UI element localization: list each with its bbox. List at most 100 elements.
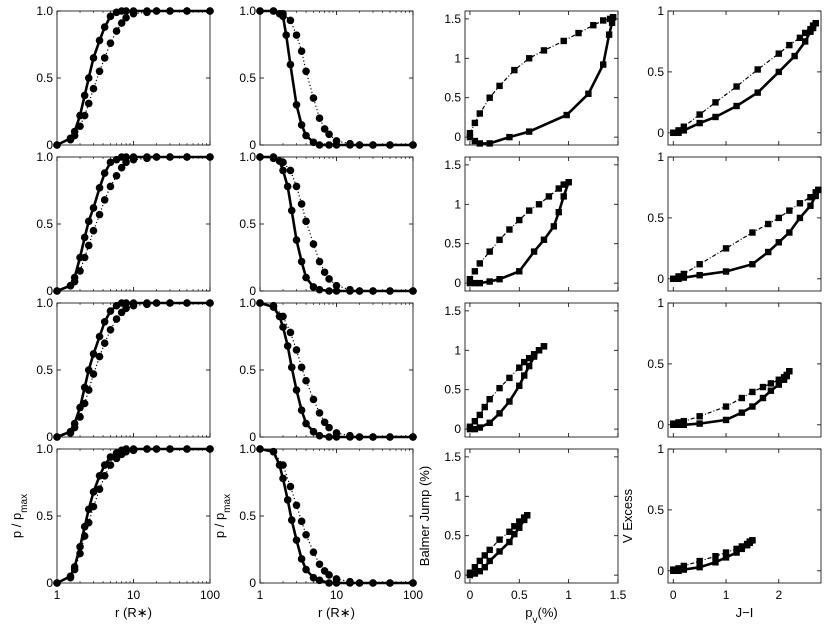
data-point [516,268,523,275]
subplot-r1-c1: 0 0.5 1.0 [239,150,417,298]
data-point [481,564,488,571]
data-point [279,158,287,167]
data-point [325,423,333,432]
data-point [206,445,214,453]
data-point [152,445,161,453]
x-tick-label: 1 [723,588,730,602]
y-tick-label: 0 [454,422,461,436]
data-point [66,429,75,437]
data-point [152,153,161,161]
data-point [749,261,756,268]
data-point [386,433,394,441]
data-point [496,236,503,243]
data-point [696,261,703,268]
data-point [511,530,518,538]
data-point [302,67,310,76]
data-point [269,7,278,15]
data-point [287,363,296,372]
data-point [112,315,121,323]
y-tick-label: 1.0 [239,296,256,310]
data-point [511,523,518,530]
data-point [309,138,318,147]
data-point [286,16,295,25]
y-tick-label: 0 [46,284,53,298]
data-point [555,185,562,192]
x-tick-label: 2 [775,588,782,602]
data-point [733,545,740,553]
data-point [129,301,138,310]
series-line-solid [673,370,791,427]
data-point [560,181,567,188]
data-point [283,342,292,350]
data-point [89,370,98,378]
axes-frame [667,10,822,146]
series-line-solid [260,155,413,293]
data-point [476,567,484,575]
data-point [302,217,310,226]
data-point [815,186,822,194]
data-point [609,14,617,21]
data-point [386,287,394,295]
data-point [738,394,746,402]
data-point [675,565,682,572]
y-tick-label: 0.5 [647,357,664,371]
data-point [775,239,782,246]
data-point [733,83,740,90]
data-point [76,549,84,558]
data-point [680,566,688,573]
y-tick-label: 0 [657,564,664,578]
axes-frame [259,448,414,584]
data-point [129,446,138,455]
data-point [466,569,474,576]
data-point [122,299,130,307]
series-line-solid [673,189,820,281]
data-point [555,208,562,216]
data-point [279,461,287,469]
data-point [332,575,341,583]
data-point [765,248,772,256]
y-tick-label: 1 [657,442,664,456]
series-line-solid [469,181,570,285]
subplot-r0-c0: 0 0.5 1.0 [36,4,214,152]
data-point [315,141,324,149]
data-point [286,482,295,491]
data-point [759,383,767,391]
data-point [282,31,290,39]
axes-frame [259,10,414,146]
data-point [471,137,479,145]
data-point [712,553,719,560]
data-point [696,413,703,420]
data-point [53,141,61,149]
data-point [309,548,318,556]
data-point [256,299,264,307]
y-tick-label: 1.5 [444,158,461,172]
series-line-dotted [673,370,790,425]
data-point [100,339,109,348]
x-tick-label: 10 [127,588,141,602]
data-point [696,271,703,279]
data-point [89,54,98,62]
data-point [152,299,161,307]
data-point [670,566,677,573]
data-point [680,421,688,429]
y-axis-label: p / pmax [212,494,233,538]
y-tick-label: 1.0 [36,150,53,164]
data-point [297,363,306,372]
data-point [269,447,278,456]
data-point [283,496,292,504]
data-point [506,398,513,405]
data-point [791,52,798,60]
subplot-r2-c2: 0 0.5 1 1.5 [444,302,619,438]
data-point [84,217,93,226]
data-point [183,7,191,15]
data-point [283,182,292,191]
data-point [302,376,310,385]
data-point [466,133,474,141]
data-point [106,182,115,191]
data-point [386,141,394,149]
axes-frame [464,302,619,438]
data-point [292,101,301,109]
data-point [675,273,682,280]
data-point [521,372,528,379]
series-line-dotted [469,181,569,280]
